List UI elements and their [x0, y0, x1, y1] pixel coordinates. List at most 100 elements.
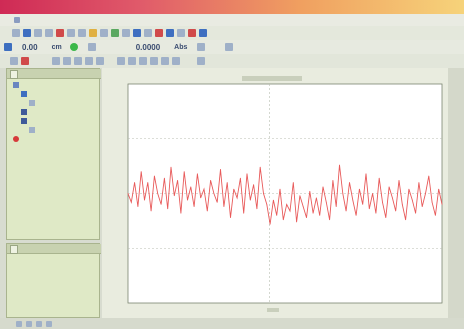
- data-point: [230, 217, 231, 219]
- graph-title-bar: [242, 76, 302, 81]
- fit-icon[interactable]: [128, 57, 136, 65]
- select-icon[interactable]: [52, 57, 60, 65]
- calibrate-icon[interactable]: [197, 43, 206, 51]
- data-point: [398, 180, 400, 181]
- status-icon: [46, 320, 52, 327]
- grid-icon[interactable]: [144, 29, 152, 37]
- pan-icon[interactable]: [63, 57, 71, 65]
- status-icon: [26, 320, 32, 327]
- annotate-icon[interactable]: [172, 57, 180, 65]
- data-point: [259, 166, 261, 168]
- main-toolbar: [0, 26, 464, 40]
- tree-item[interactable]: [13, 135, 37, 144]
- data-point: [388, 186, 390, 188]
- data-point: [246, 173, 248, 175]
- tree-item[interactable]: [13, 126, 37, 135]
- data-point: [335, 206, 337, 208]
- help-icon[interactable]: [199, 29, 207, 37]
- data-point: [438, 188, 440, 190]
- data-point: [144, 199, 145, 201]
- module-icon: [21, 108, 27, 115]
- play-icon[interactable]: [111, 29, 119, 37]
- record-icon[interactable]: [56, 29, 64, 37]
- tree-item[interactable]: [13, 108, 37, 117]
- paste-icon[interactable]: [89, 29, 97, 37]
- data-point: [441, 204, 443, 205]
- data-point: [332, 180, 334, 181]
- data-point: [355, 215, 357, 216]
- data-point: [140, 171, 142, 172]
- series-line: [127, 164, 443, 225]
- properties-tab[interactable]: [10, 245, 18, 254]
- value-readout: 0.00: [22, 42, 38, 52]
- experiment-tab[interactable]: [10, 70, 18, 79]
- data-point: [226, 182, 228, 183]
- data-point: [203, 188, 205, 190]
- data-point: [408, 188, 410, 190]
- undo-icon[interactable]: [100, 29, 108, 37]
- autoscale-icon[interactable]: [96, 57, 104, 65]
- readout-toolbar: 0.00 cm 0.0000 Abs: [0, 40, 464, 54]
- tree-item[interactable]: [13, 90, 37, 99]
- view-toolbar: [0, 54, 464, 68]
- data-point: [368, 208, 370, 210]
- open-icon[interactable]: [23, 29, 31, 37]
- data-point: [316, 197, 317, 199]
- settings-icon[interactable]: [87, 43, 96, 51]
- data-point: [249, 199, 251, 201]
- data-point: [164, 177, 165, 179]
- save-icon[interactable]: [34, 29, 42, 37]
- zoom-icon[interactable]: [133, 29, 141, 37]
- title-bar: [0, 0, 464, 14]
- data-point: [180, 212, 182, 214]
- zoom-out-icon[interactable]: [85, 57, 93, 65]
- data-point: [428, 175, 430, 177]
- sensor-icon: [29, 99, 35, 106]
- view-icon[interactable]: [10, 57, 18, 65]
- stats-icon[interactable]: [139, 57, 147, 65]
- data-point: [223, 206, 225, 208]
- tangent-icon[interactable]: [161, 57, 169, 65]
- print-icon[interactable]: [45, 29, 53, 37]
- panel-tab-bar: [7, 244, 101, 254]
- data-point: [349, 182, 350, 183]
- tree-item[interactable]: [13, 81, 37, 90]
- data-point: [233, 188, 235, 190]
- data-point: [256, 208, 258, 210]
- integral-icon[interactable]: [150, 57, 158, 65]
- data-point: [322, 186, 324, 188]
- data-point: [127, 193, 129, 194]
- zoom-in-icon[interactable]: [74, 57, 82, 65]
- data-point: [339, 164, 340, 166]
- data-point: [378, 177, 380, 179]
- data-point: [243, 212, 245, 214]
- data-point: [236, 197, 238, 199]
- copy-icon[interactable]: [78, 29, 86, 37]
- options-icon[interactable]: [225, 43, 234, 51]
- data-point: [292, 182, 294, 183]
- export-icon[interactable]: [197, 57, 205, 65]
- line-chart[interactable]: [102, 68, 448, 318]
- data-point: [362, 204, 364, 205]
- status-icon: [36, 320, 42, 327]
- cursor-icon[interactable]: [117, 57, 125, 65]
- chart-icon[interactable]: [166, 29, 174, 37]
- tree-item[interactable]: [13, 117, 37, 126]
- data-point: [395, 210, 397, 212]
- data-point: [150, 210, 152, 212]
- delete-icon[interactable]: [21, 57, 29, 65]
- data-point: [325, 201, 327, 203]
- marker-icon[interactable]: [188, 29, 196, 37]
- data-point: [418, 182, 420, 183]
- tree-item[interactable]: [13, 99, 37, 108]
- new-icon[interactable]: [12, 29, 20, 37]
- cut-icon[interactable]: [67, 29, 75, 37]
- data-point: [345, 210, 347, 212]
- alarm-icon[interactable]: [155, 29, 163, 37]
- stop-icon[interactable]: [122, 29, 130, 37]
- table-icon[interactable]: [177, 29, 185, 37]
- data-point: [302, 206, 304, 208]
- scroll-bar[interactable]: [448, 68, 464, 318]
- data-point: [435, 215, 436, 216]
- data-point: [167, 208, 169, 210]
